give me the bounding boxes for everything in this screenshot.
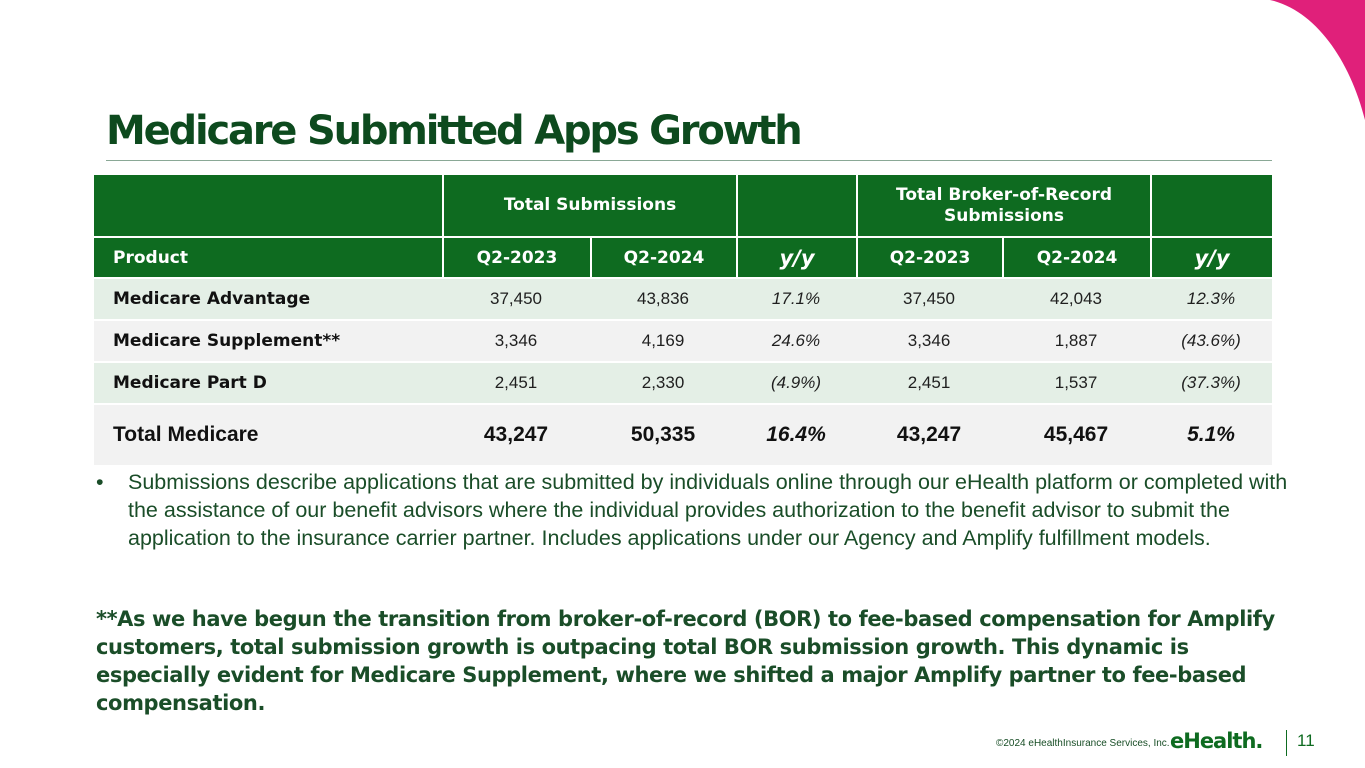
table-cell: 2,451 bbox=[442, 363, 590, 405]
bullet-marker: • bbox=[96, 470, 104, 494]
row-label: Medicare Advantage bbox=[94, 279, 442, 321]
table-cell: 37,450 bbox=[856, 279, 1003, 321]
table-cell: (37.3%) bbox=[1150, 363, 1273, 405]
row-label: Medicare Supplement** bbox=[94, 321, 442, 363]
title-divider bbox=[106, 160, 1272, 161]
footer-divider bbox=[1286, 730, 1287, 756]
column-header-bor-q2-2024: Q2-2024 bbox=[1002, 238, 1151, 279]
group-header-blank-2 bbox=[736, 175, 857, 238]
group-header-total-submissions: Total Submissions bbox=[442, 175, 737, 238]
group-header-blank-3 bbox=[1150, 175, 1273, 238]
table-cell: (43.6%) bbox=[1150, 321, 1273, 363]
table-cell: (4.9%) bbox=[736, 363, 857, 405]
column-header-yy: y/y bbox=[736, 238, 857, 279]
definition-bullet: • Submissions describe applications that… bbox=[96, 468, 1296, 552]
group-header-total-bor: Total Broker-of-Record Submissions bbox=[856, 175, 1151, 238]
table-cell: 50,335 bbox=[590, 405, 737, 467]
row-label: Total Medicare bbox=[94, 405, 442, 467]
ehealth-logo: eHealth. bbox=[1170, 729, 1263, 753]
submissions-table: Total Submissions Total Broker-of-Record… bbox=[94, 175, 1273, 467]
table-cell: 42,043 bbox=[1002, 279, 1151, 321]
table-cell: 45,467 bbox=[1002, 405, 1151, 467]
table-cell: 5.1% bbox=[1150, 405, 1273, 467]
page-number: 11 bbox=[1297, 731, 1315, 750]
column-header-row: Product Q2-2023 Q2-2024 y/y Q2-2023 Q2-2… bbox=[94, 238, 1273, 279]
table-cell: 24.6% bbox=[736, 321, 857, 363]
group-header-row: Total Submissions Total Broker-of-Record… bbox=[94, 175, 1273, 238]
table-cell: 16.4% bbox=[736, 405, 857, 467]
group-header-blank bbox=[94, 175, 442, 238]
total-row: Total Medicare 43,247 50,335 16.4% 43,24… bbox=[94, 405, 1273, 467]
table-row: Medicare Supplement** 3,346 4,169 24.6% … bbox=[94, 321, 1273, 363]
table-cell: 3,346 bbox=[442, 321, 590, 363]
column-header-bor-yy: y/y bbox=[1150, 238, 1273, 279]
column-header-q2-2024: Q2-2024 bbox=[590, 238, 737, 279]
row-label: Medicare Part D bbox=[94, 363, 442, 405]
column-header-bor-q2-2023: Q2-2023 bbox=[856, 238, 1003, 279]
table-cell: 2,451 bbox=[856, 363, 1003, 405]
table-cell: 43,836 bbox=[590, 279, 737, 321]
page-title: Medicare Submitted Apps Growth bbox=[106, 108, 803, 154]
table-cell: 1,537 bbox=[1002, 363, 1151, 405]
table-cell: 2,330 bbox=[590, 363, 737, 405]
bullet-text: Submissions describe applications that a… bbox=[128, 470, 1288, 550]
table-cell: 43,247 bbox=[442, 405, 590, 467]
table-cell: 43,247 bbox=[856, 405, 1003, 467]
table-cell: 4,169 bbox=[590, 321, 737, 363]
table-cell: 37,450 bbox=[442, 279, 590, 321]
copyright-text: ©2024 eHealthInsurance Services, Inc. bbox=[996, 738, 1170, 749]
table-cell: 17.1% bbox=[736, 279, 857, 321]
table-cell: 3,346 bbox=[856, 321, 1003, 363]
column-header-product: Product bbox=[94, 238, 442, 279]
table-row: Medicare Part D 2,451 2,330 (4.9%) 2,451… bbox=[94, 363, 1273, 405]
column-header-q2-2023: Q2-2023 bbox=[442, 238, 590, 279]
corner-accent-shape bbox=[1270, 0, 1365, 120]
footnote-text: **As we have begun the transition from b… bbox=[96, 607, 1275, 715]
table-cell: 12.3% bbox=[1150, 279, 1273, 321]
table-cell: 1,887 bbox=[1002, 321, 1151, 363]
table-row: Medicare Advantage 37,450 43,836 17.1% 3… bbox=[94, 279, 1273, 321]
